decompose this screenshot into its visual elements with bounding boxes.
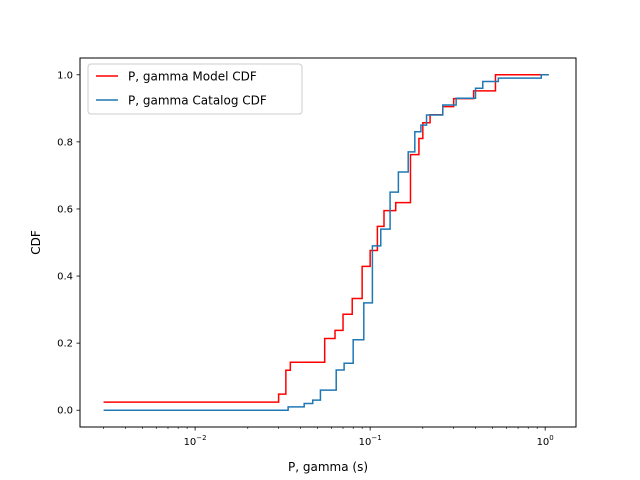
- series-line-1: [103, 74, 542, 403]
- legend: P, gamma Model CDF P, gamma Catalog CDF: [87, 63, 303, 115]
- x-tick-label: 100: [537, 434, 554, 448]
- y-tick-label: 0.0: [57, 406, 73, 417]
- y-tick-label: 1.0: [57, 70, 73, 81]
- y-tick-label: 0.6: [57, 204, 73, 215]
- legend-entry: P, gamma Catalog CDF: [128, 94, 267, 108]
- y-tick-label: 0.8: [57, 137, 73, 148]
- y-axis-ticks: 0.0 0.2 0.4 0.6 0.8 1.0: [57, 70, 80, 417]
- legend-entry: P, gamma Model CDF: [128, 70, 257, 84]
- y-tick-label: 0.2: [57, 339, 73, 350]
- axes-frame: [79, 57, 577, 428]
- series-line-2: [103, 74, 549, 411]
- legend-box: [87, 63, 303, 115]
- x-axis-ticks: 10−2 10−1 100: [103, 427, 554, 448]
- x-tick-label: 10−1: [359, 434, 382, 448]
- x-axis-label: P, gamma (s): [288, 460, 368, 474]
- y-tick-label: 0.4: [57, 272, 73, 283]
- x-tick-label: 10−2: [184, 434, 207, 448]
- y-axis-label: CDF: [29, 230, 43, 255]
- plot-series-group: [103, 74, 549, 411]
